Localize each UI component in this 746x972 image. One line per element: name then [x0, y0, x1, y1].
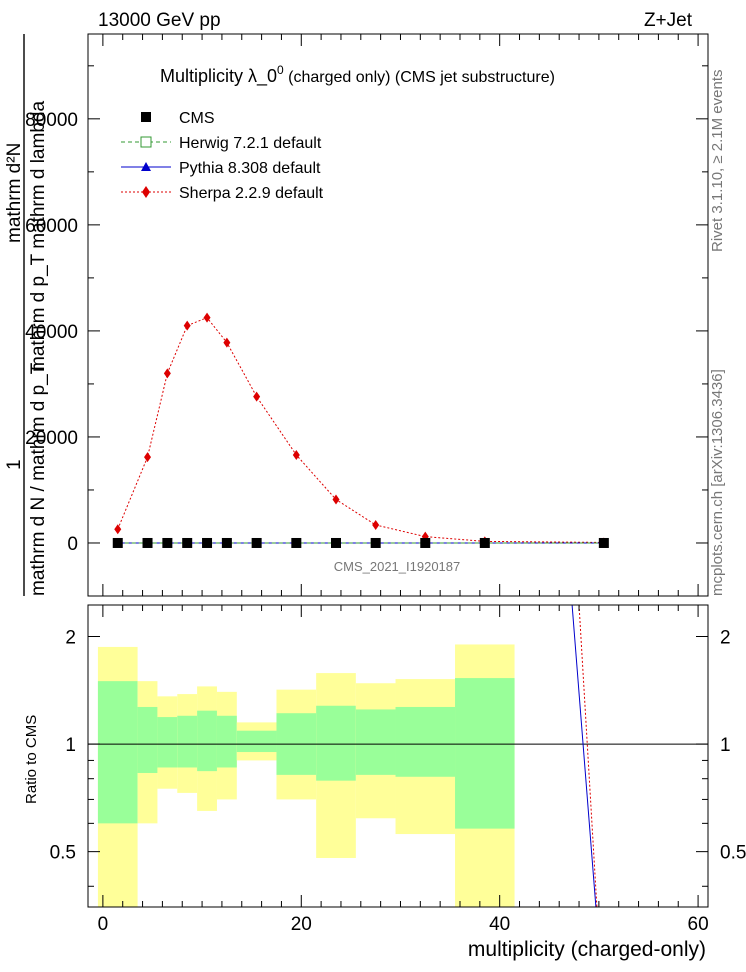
- ratio-pythia-line: [571, 604, 597, 908]
- main-ylabel: mathrm d²N mathrm d p_T mathrm d lambda …: [4, 34, 49, 596]
- title-sup: 0: [277, 63, 284, 77]
- cms-point: [162, 537, 173, 548]
- main-axis-ticks: 0 20000 40000 60000 80000: [25, 34, 708, 597]
- ratio-ytick-label-right: 0.5: [720, 843, 746, 864]
- main-plot-frame: [87, 33, 709, 597]
- ylabel-mid: mathrm d p_T mathrm d lambda: [28, 101, 49, 372]
- sherpa-point: [163, 368, 171, 379]
- cms-point: [331, 537, 341, 548]
- legend-label: Herwig 7.2.1 default: [179, 135, 322, 152]
- cms-point: [291, 537, 302, 548]
- ratio-xtick-label: 0: [98, 914, 109, 935]
- ratio-band-green: [97, 681, 138, 824]
- sherpa-point: [203, 312, 211, 323]
- cms-point: [598, 537, 609, 548]
- ratio-band-green: [236, 730, 277, 753]
- mcplots-label: mcplots.cern.ch [arXiv:1306.3436]: [709, 369, 726, 596]
- ylabel-one: 1: [4, 459, 25, 470]
- ytick-label: 40000: [25, 322, 78, 343]
- ratio-band-green: [157, 717, 178, 768]
- ratio-plot-frame: [87, 604, 709, 908]
- sherpa-point: [253, 391, 261, 402]
- series-group: [112, 312, 609, 548]
- ratio-xlabel: multiplicity (charged-only): [468, 938, 706, 961]
- ratio-band-green: [455, 678, 515, 829]
- ratio-panel: 0.5 0.51 12 20 20 40 60: [50, 604, 746, 935]
- legend-marker-herwig: [140, 136, 152, 148]
- ratio-ytick-label-right: 1: [720, 735, 731, 756]
- header-right: Z+Jet: [644, 10, 693, 31]
- ylabel-bottom: mathrm d N / mathrm d p_T: [28, 362, 49, 596]
- ratio-band-green: [177, 715, 198, 768]
- sherpa-point: [144, 452, 152, 463]
- ratio-ytick-label-right: 2: [720, 627, 731, 648]
- ratio-sherpa-line: [578, 604, 598, 908]
- legend-marker-sherpa: [142, 186, 150, 198]
- rivet-label: Rivet 3.1.10, ≥ 2.1M events: [709, 70, 726, 253]
- ratio-band-green: [197, 710, 217, 772]
- title-suffix: (charged only) (CMS jet substructure): [284, 69, 555, 86]
- ratio-ylabel: Ratio to CMS: [23, 715, 40, 804]
- ytick-label: 60000: [25, 216, 78, 237]
- sherpa-point: [372, 519, 380, 530]
- ratio-xtick-label: 20: [291, 914, 312, 935]
- title-main: Multiplicity λ_0: [160, 66, 277, 87]
- legend-label: Pythia 8.308 default: [179, 160, 321, 177]
- series-line-3: [117, 317, 604, 543]
- cms-point: [221, 537, 232, 548]
- header-left: 13000 GeV pp: [98, 10, 221, 31]
- legend-label: Sherpa 2.2.9 default: [179, 185, 324, 202]
- sherpa-point: [332, 494, 340, 505]
- ratio-ytick-label-left: 1: [65, 735, 76, 756]
- main-title: Multiplicity λ_00 (charged only) (CMS je…: [160, 63, 555, 87]
- ratio-band-green: [395, 706, 456, 777]
- cms-point: [420, 537, 431, 548]
- ratio-band-green: [216, 715, 237, 768]
- ratio-band-green: [316, 705, 356, 781]
- legend-marker-pythia: [141, 162, 151, 171]
- ytick-label: 0: [67, 534, 78, 555]
- ratio-ytick-label-left: 0.5: [50, 843, 76, 864]
- ratio-band-green: [355, 709, 396, 775]
- cms-point: [202, 537, 213, 548]
- ytick-label: 80000: [25, 110, 78, 131]
- ratio-band-green: [137, 706, 158, 773]
- cms-point: [112, 537, 123, 548]
- ytick-label: 20000: [25, 428, 78, 449]
- ratio-ytick-label-left: 2: [65, 627, 76, 648]
- sherpa-point: [114, 524, 122, 535]
- legend-marker-cms: [141, 112, 151, 122]
- sherpa-point: [223, 337, 231, 348]
- ratio-xtick-label: 40: [489, 914, 510, 935]
- watermark: CMS_2021_I1920187: [334, 559, 461, 574]
- legend: CMS Herwig 7.2.1 default Pythia 8.308 defa…: [121, 110, 324, 202]
- cms-point: [182, 537, 193, 548]
- cms-point: [251, 537, 262, 548]
- sherpa-point: [183, 320, 191, 331]
- legend-label: CMS: [179, 110, 215, 127]
- ratio-xtick-label: 60: [688, 914, 709, 935]
- sherpa-point: [292, 449, 300, 460]
- cms-point: [142, 537, 153, 548]
- ylabel-top: mathrm d²N: [4, 143, 25, 243]
- cms-point: [370, 537, 381, 548]
- cms-point: [479, 537, 490, 548]
